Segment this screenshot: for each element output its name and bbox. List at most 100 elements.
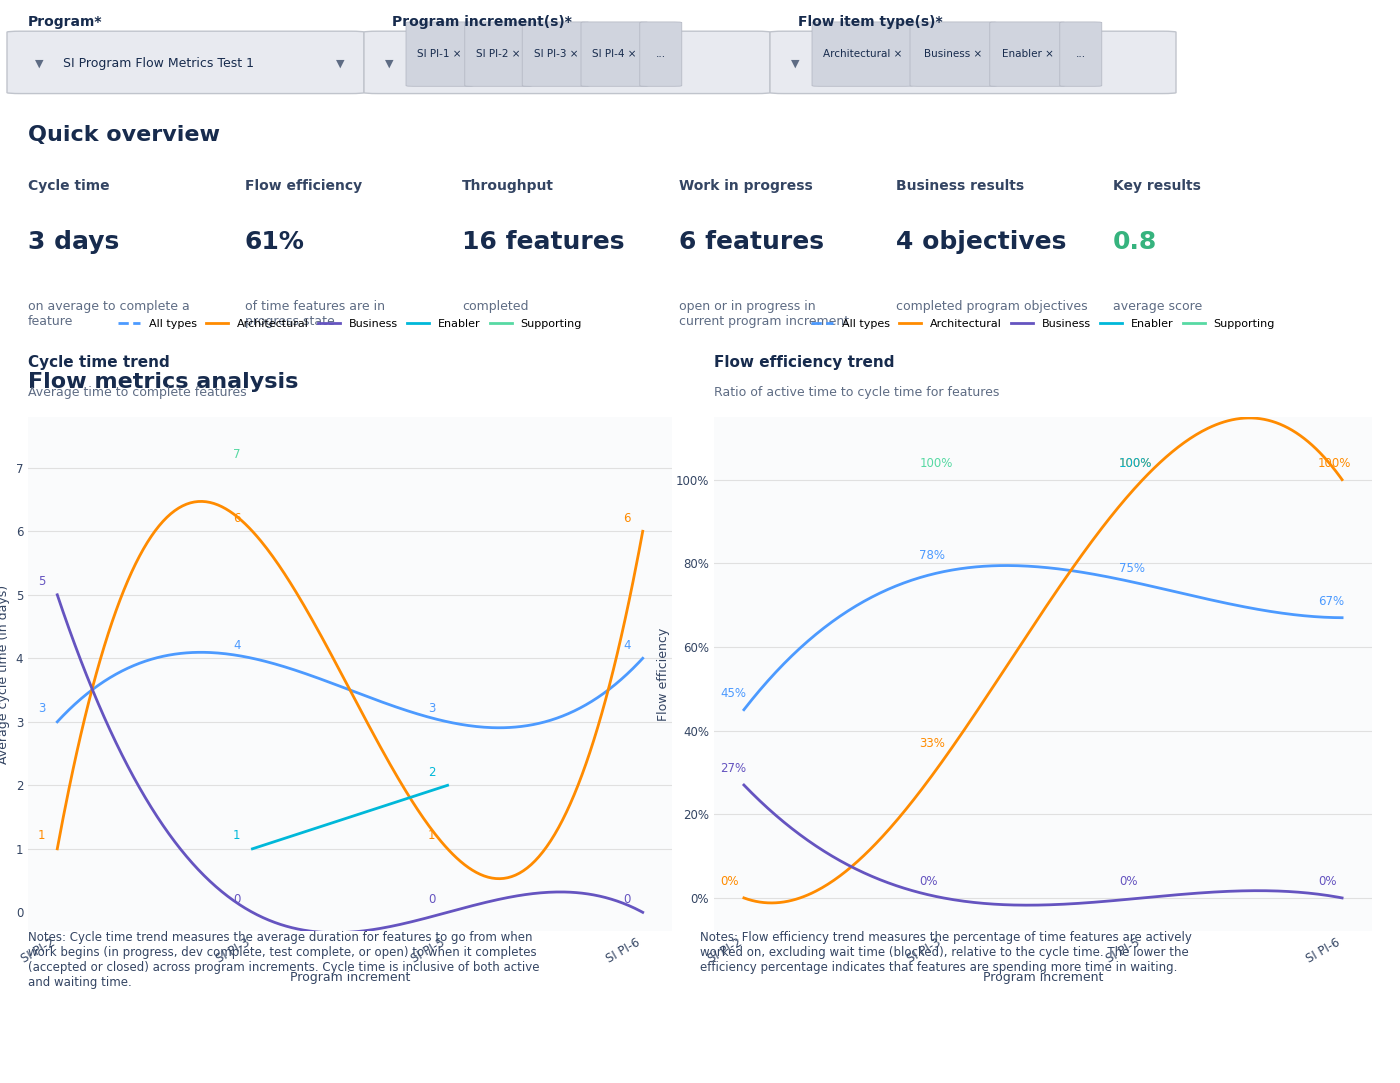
FancyBboxPatch shape xyxy=(770,31,1176,93)
All types xyxy=(1092,569,1109,582)
Text: 33%: 33% xyxy=(920,738,945,751)
All types xyxy=(1103,571,1120,584)
Line: Business: Business xyxy=(743,785,1343,905)
Text: 0: 0 xyxy=(428,892,435,905)
Text: Notes: Cycle time trend measures the average duration for features to go from wh: Notes: Cycle time trend measures the ave… xyxy=(28,931,539,990)
All types xyxy=(49,715,66,728)
Line: All types: All types xyxy=(743,565,1343,709)
Text: 4: 4 xyxy=(623,639,631,652)
Text: 3: 3 xyxy=(38,702,45,715)
Text: 78%: 78% xyxy=(920,549,945,562)
Text: 0%: 0% xyxy=(1119,875,1137,888)
Business xyxy=(1334,891,1351,904)
All types xyxy=(738,701,755,714)
Text: 0%: 0% xyxy=(920,875,938,888)
Text: Flow item type(s)*: Flow item type(s)* xyxy=(798,15,942,28)
All types xyxy=(735,703,752,716)
FancyBboxPatch shape xyxy=(812,22,913,87)
Text: 27%: 27% xyxy=(720,762,746,775)
Business xyxy=(1103,895,1120,908)
Text: Architectural ×: Architectural × xyxy=(823,49,902,58)
Line: Business: Business xyxy=(57,595,643,932)
Text: ▼: ▼ xyxy=(385,58,393,68)
X-axis label: Program increment: Program increment xyxy=(290,971,410,984)
Text: SI PI-2 ×: SI PI-2 × xyxy=(476,49,521,58)
Text: ...: ... xyxy=(655,49,666,58)
FancyBboxPatch shape xyxy=(581,22,648,87)
FancyBboxPatch shape xyxy=(465,22,532,87)
Text: 0.8: 0.8 xyxy=(1113,231,1158,255)
Text: of time features are in
progress state: of time features are in progress state xyxy=(245,300,385,328)
Text: Work in progress: Work in progress xyxy=(679,179,813,193)
All types xyxy=(399,704,416,717)
Text: SI PI-3 ×: SI PI-3 × xyxy=(533,49,578,58)
FancyBboxPatch shape xyxy=(7,31,364,93)
Text: 4: 4 xyxy=(232,639,241,652)
All types xyxy=(584,695,601,708)
Text: 0%: 0% xyxy=(720,875,738,888)
FancyBboxPatch shape xyxy=(364,31,770,93)
Architectural xyxy=(1103,509,1120,522)
Text: 16 features: 16 features xyxy=(462,231,624,255)
Architectural xyxy=(1092,524,1109,537)
All types xyxy=(491,721,508,734)
Enabler xyxy=(421,785,438,798)
Architectural xyxy=(1334,473,1351,486)
Text: Throughput: Throughput xyxy=(462,179,554,193)
Text: Flow efficiency trend: Flow efficiency trend xyxy=(714,355,895,370)
Enabler xyxy=(440,779,456,792)
Text: 7: 7 xyxy=(232,448,241,461)
Business xyxy=(1092,896,1109,909)
Text: Business ×: Business × xyxy=(924,49,983,58)
Text: 100%: 100% xyxy=(1119,457,1152,470)
Architectural xyxy=(409,803,426,815)
FancyBboxPatch shape xyxy=(406,22,473,87)
Text: Notes: Flow efficiency trend measures the percentage of time features are active: Notes: Flow efficiency trend measures th… xyxy=(700,931,1191,975)
Text: Average time to complete features: Average time to complete features xyxy=(28,387,246,400)
FancyBboxPatch shape xyxy=(640,22,682,87)
Architectural xyxy=(584,740,601,753)
All types xyxy=(1334,611,1351,624)
Text: Program increment(s)*: Program increment(s)* xyxy=(392,15,571,28)
Text: Key results: Key results xyxy=(1113,179,1201,193)
Business xyxy=(738,781,755,794)
Business xyxy=(328,926,344,939)
Enabler xyxy=(360,805,377,818)
Text: on average to complete a
feature: on average to complete a feature xyxy=(28,300,190,328)
All types xyxy=(192,645,209,658)
Business xyxy=(634,905,651,918)
Enabler xyxy=(244,843,260,856)
Text: 1: 1 xyxy=(428,830,435,843)
Business xyxy=(1280,885,1296,898)
FancyBboxPatch shape xyxy=(990,22,1065,87)
Enabler xyxy=(360,805,377,818)
Text: 1: 1 xyxy=(38,830,45,843)
Architectural xyxy=(735,891,752,904)
Text: 100%: 100% xyxy=(1119,457,1152,470)
Text: 6 features: 6 features xyxy=(679,231,825,255)
Text: 61%: 61% xyxy=(245,231,305,255)
Line: All types: All types xyxy=(57,652,643,728)
Text: 3 days: 3 days xyxy=(28,231,119,255)
Text: SI Program Flow Metrics Test 1: SI Program Flow Metrics Test 1 xyxy=(63,56,253,70)
All types xyxy=(1280,608,1296,621)
Line: Architectural: Architectural xyxy=(743,418,1343,903)
Business xyxy=(735,779,752,792)
Legend: All types, Architectural, Business, Enabler, Supporting: All types, Architectural, Business, Enab… xyxy=(113,314,587,334)
Text: average score: average score xyxy=(1113,300,1203,313)
Business xyxy=(545,886,561,899)
Text: 100%: 100% xyxy=(1319,457,1351,470)
Text: 0: 0 xyxy=(232,892,241,905)
Text: Flow metrics analysis: Flow metrics analysis xyxy=(28,371,298,392)
Text: 6: 6 xyxy=(232,512,241,525)
Business xyxy=(409,914,426,927)
Legend: All types, Architectural, Business, Enabler, Supporting: All types, Architectural, Business, Enab… xyxy=(806,314,1280,334)
Architectural xyxy=(738,892,755,905)
Text: 5: 5 xyxy=(38,575,45,588)
Architectural xyxy=(763,897,780,910)
Text: ...: ... xyxy=(1075,49,1086,58)
Enabler xyxy=(364,804,381,817)
Text: 4 objectives: 4 objectives xyxy=(896,231,1067,255)
X-axis label: Program increment: Program increment xyxy=(983,971,1103,984)
Enabler xyxy=(245,843,262,856)
